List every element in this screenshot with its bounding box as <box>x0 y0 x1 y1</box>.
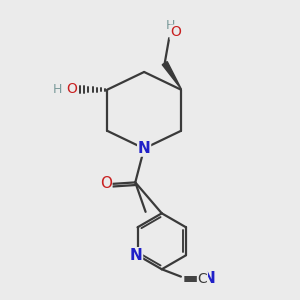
Text: N: N <box>138 141 151 156</box>
Text: H: H <box>52 82 62 95</box>
Text: N: N <box>130 248 142 263</box>
Text: H: H <box>166 19 175 32</box>
Text: O: O <box>170 25 181 39</box>
Text: O: O <box>100 176 112 191</box>
Polygon shape <box>162 61 182 89</box>
Text: C: C <box>197 272 207 286</box>
Text: O: O <box>66 82 77 96</box>
Text: N: N <box>203 271 216 286</box>
